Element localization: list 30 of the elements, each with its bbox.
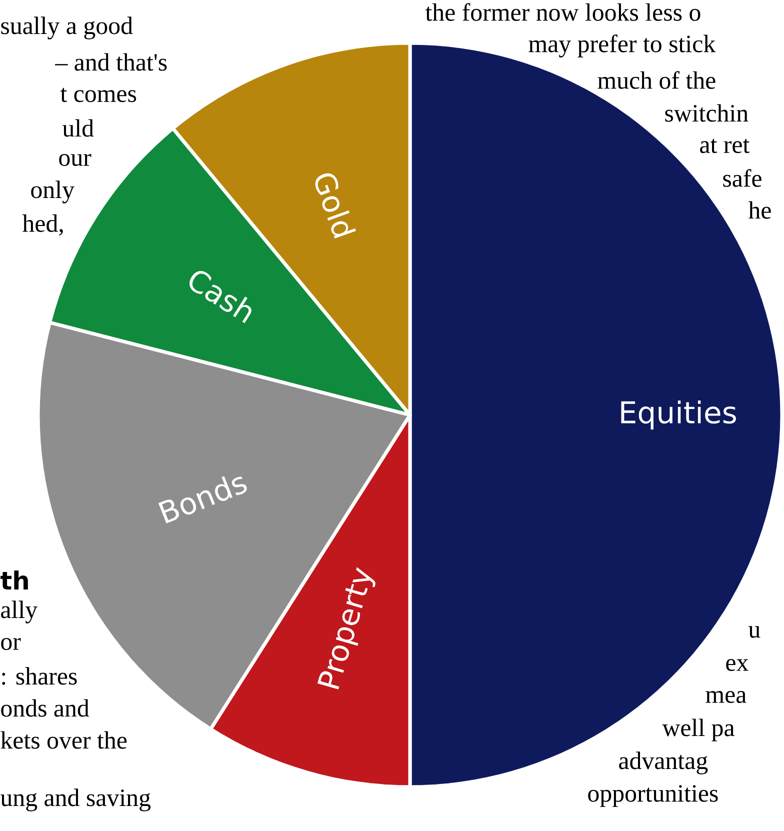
text: only bbox=[31, 180, 74, 204]
slice-label: Gold bbox=[315, 173, 356, 239]
text: advantag bbox=[619, 752, 708, 774]
text: well pa bbox=[662, 718, 734, 742]
text: hed, bbox=[22, 214, 63, 236]
text: uld bbox=[62, 119, 94, 137]
text: or bbox=[1, 638, 21, 650]
text: ex bbox=[726, 659, 748, 671]
text: – and that's bbox=[55, 53, 167, 71]
text: onds and bbox=[1, 699, 90, 717]
text: th bbox=[0, 570, 28, 590]
text: the former now looks less o bbox=[425, 3, 700, 21]
text: may prefer to stick bbox=[528, 34, 716, 58]
text: opportunities bbox=[588, 785, 718, 807]
text: much of the bbox=[598, 71, 716, 89]
text: : shares bbox=[2, 667, 77, 685]
text: kets over the bbox=[0, 731, 127, 749]
slice-label: Bonds bbox=[158, 476, 247, 524]
text: u bbox=[748, 626, 760, 638]
slice-label: Equities bbox=[621, 400, 736, 430]
text: mea bbox=[706, 691, 746, 703]
text: t comes bbox=[60, 88, 136, 102]
text: he bbox=[748, 201, 771, 219]
text: our bbox=[59, 154, 92, 166]
text: at ret bbox=[700, 138, 750, 154]
text: sually a good bbox=[1, 16, 133, 40]
text: switchin bbox=[665, 104, 748, 122]
text: ung and saving bbox=[0, 788, 151, 812]
text: safe bbox=[723, 169, 762, 187]
text: ally bbox=[1, 600, 38, 624]
